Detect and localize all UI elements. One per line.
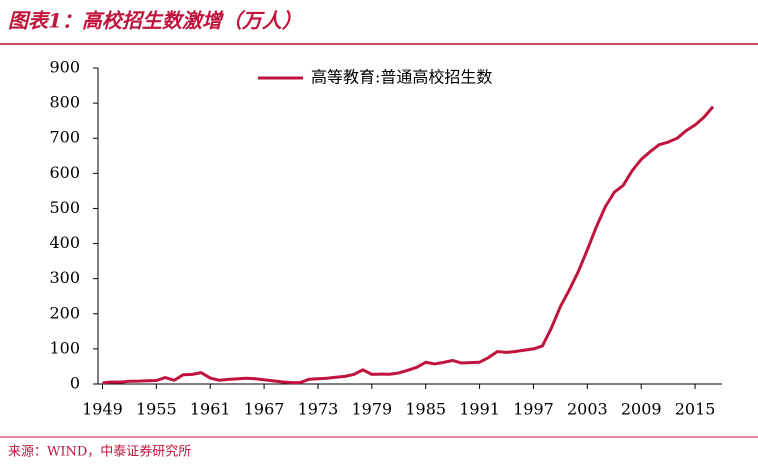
y-tick-label: 900 [49, 58, 80, 77]
x-tick-label: 1991 [459, 400, 500, 419]
x-tick-label: 1985 [405, 400, 446, 419]
x-tick-label: 2009 [621, 400, 662, 419]
chart-title: 图表1：高校招生数激增（万人） [8, 9, 302, 33]
x-tick-label: 1967 [244, 400, 285, 419]
y-tick-label: 500 [49, 198, 80, 217]
y-tick-label: 800 [49, 93, 80, 112]
legend-label: 高等教育:普通高校招生数 [311, 68, 492, 87]
x-tick-label: 1955 [136, 400, 177, 419]
y-tick-label: 400 [49, 233, 80, 252]
x-tick-label: 2003 [567, 400, 608, 419]
source: 来源：WIND，中泰证券研究所 [8, 444, 191, 460]
x-tick-label: 1973 [298, 400, 339, 419]
y-tick-label: 0 [70, 374, 80, 393]
x-tick-label: 1997 [513, 400, 554, 419]
y-tick-label: 700 [49, 128, 80, 147]
x-tick-label: 1961 [190, 400, 231, 419]
y-tick-label: 300 [49, 268, 80, 287]
data-line [102, 105, 715, 385]
y-tick-label: 200 [49, 303, 80, 322]
y-tick-label: 100 [49, 338, 80, 357]
x-tick-label: 2015 [675, 400, 716, 419]
x-tick-label: 1949 [82, 400, 123, 419]
y-tick-label: 600 [49, 163, 80, 182]
x-tick-label: 1979 [351, 400, 392, 419]
